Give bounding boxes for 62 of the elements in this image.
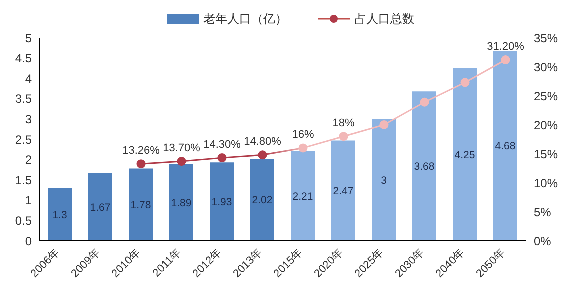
y-tick-label: 4: [25, 72, 32, 86]
point: [380, 120, 389, 130]
data-label: 14.80%: [244, 136, 282, 148]
y-tick-label: 3.5: [15, 92, 32, 106]
point: [136, 160, 146, 169]
data-label: 2.47: [333, 186, 354, 198]
y2-tick-label: 0%: [534, 234, 552, 248]
data-label: 18%: [332, 118, 355, 130]
y2-tick-label: 35%: [534, 31, 558, 46]
bar: [210, 162, 234, 241]
data-label: 1.78: [130, 200, 152, 212]
data-label: 4.25: [454, 149, 476, 162]
data-label: 1.3: [52, 209, 68, 222]
bar: [250, 158, 274, 241]
bar: [129, 168, 153, 241]
y-tick-label: 1.5: [15, 173, 32, 188]
bar: [412, 92, 436, 241]
data-label: 13.26%: [122, 145, 160, 158]
data-label: 1.89: [171, 197, 192, 210]
data-label: 3.68: [414, 161, 435, 174]
y2-tick-label: 25%: [534, 89, 558, 104]
bar: [88, 173, 112, 241]
data-label: 13.70%: [163, 142, 201, 155]
point: [339, 132, 348, 142]
data-label: 14.30%: [204, 139, 242, 152]
bar: [170, 164, 194, 241]
bar: [291, 151, 315, 241]
bar: [332, 140, 356, 241]
point: [258, 150, 268, 160]
y2-tick-label: 10%: [534, 176, 558, 190]
bar: [494, 50, 518, 241]
bar: [48, 188, 72, 241]
y-tick-label: 4.5: [15, 52, 32, 66]
y-tick-label: 2.5: [15, 132, 32, 147]
y-tick-label: 2: [25, 153, 32, 168]
y-tick-label: 0: [25, 234, 32, 248]
y-tick-label: 3: [25, 112, 32, 126]
data-label: 1.67: [90, 202, 111, 214]
data-label: 31.20%: [487, 41, 525, 54]
legend-label: 占人口总数: [354, 10, 414, 28]
data-label: 16%: [292, 129, 314, 142]
legend-label: 老年人口（亿）: [204, 10, 288, 28]
y2-tick-label: 5%: [534, 205, 552, 220]
bar: [372, 119, 396, 241]
data-label: 1.93: [212, 196, 232, 209]
point: [501, 56, 510, 65]
point: [460, 78, 470, 88]
point: [218, 154, 227, 163]
y2-tick-label: 30%: [534, 60, 558, 74]
y2-tick-label: 15%: [534, 147, 558, 162]
bar: [453, 68, 477, 241]
y-tick-label: 5: [25, 31, 32, 46]
data-label: 2.21: [292, 190, 314, 203]
y-tick-label: 0.5: [15, 214, 32, 228]
point: [177, 157, 186, 166]
point: [420, 98, 430, 107]
data-label: 3: [381, 174, 388, 187]
point: [298, 144, 308, 153]
y2-tick-label: 20%: [534, 118, 558, 132]
data-label: 4.68: [495, 140, 516, 153]
y-tick-label: 1: [25, 194, 32, 208]
data-label: 2.02: [252, 194, 273, 207]
